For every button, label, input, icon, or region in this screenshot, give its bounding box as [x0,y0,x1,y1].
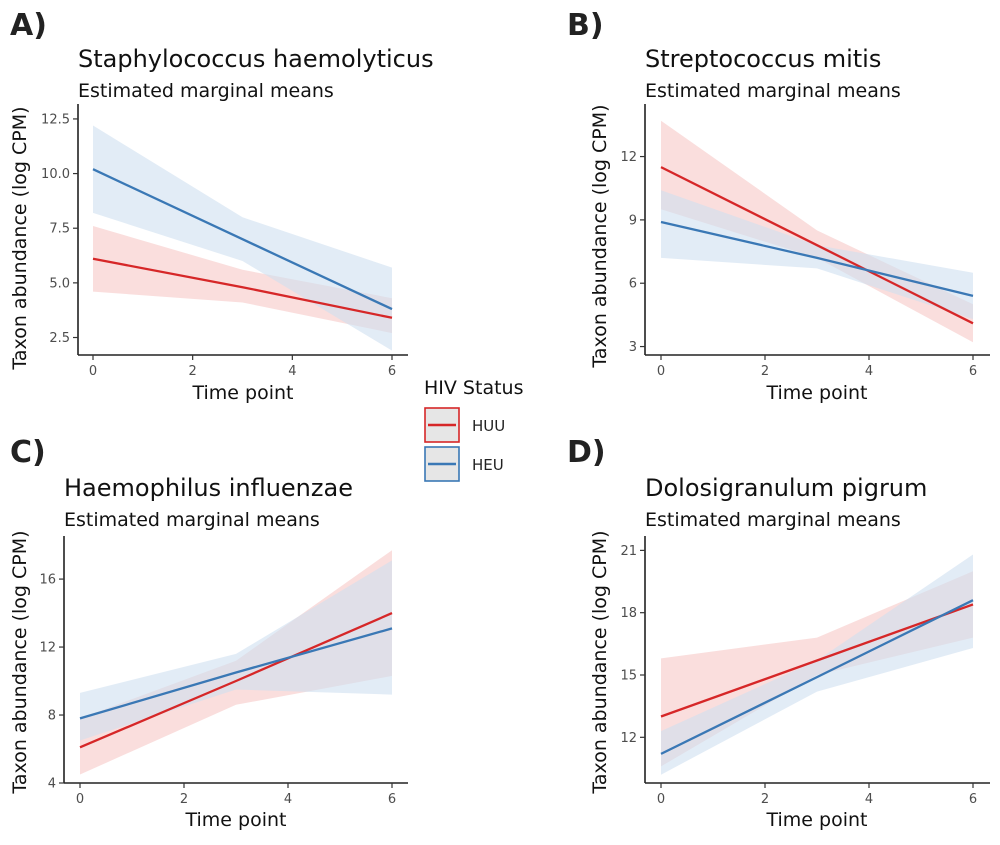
plot-area [660,120,974,343]
y-axis-label: Taxon abundance (log CPM) [9,106,31,370]
x-tick-label: 4 [284,792,292,807]
series-line-heu [660,220,974,298]
x-axis-label: Time point [766,382,868,404]
series-line-heu [92,168,393,311]
x-tick-label: 6 [388,792,396,807]
series-line-huu [92,257,393,319]
x-tick-label: 0 [76,792,84,807]
x-axis-label: Time point [185,809,287,831]
legend-item-heu: HEU [424,446,504,482]
series-line-heu [79,627,393,720]
chart-title: Dolosigranulum pigrum [645,474,927,502]
series-line-huu [79,612,393,749]
plot-area [79,550,393,775]
panel-a: A) Staphylococcus haemolyticus Estimated… [9,8,434,404]
series-line-huu [660,603,974,718]
chart-title: Streptococcus mitis [645,45,881,73]
y-tick-label: 15 [620,669,637,684]
x-tick-label: 6 [388,364,396,379]
series-line-huu [660,166,974,325]
legend: HIV Status HUU HEU [424,377,523,482]
series-line-heu [660,599,974,755]
y-tick-label: 16 [39,573,56,588]
x-tick-label: 0 [657,364,665,379]
legend-label-heu: HEU [472,456,504,474]
x-tick-label: 2 [761,792,769,807]
y-tick-label: 21 [620,544,637,559]
chart-subtitle: Estimated marginal means [645,80,901,102]
panel-c: C) Haemophilus influenzae Estimated marg… [9,435,408,831]
chart-title: Haemophilus influenzae [64,474,353,502]
x-tick-label: 0 [657,792,665,807]
panel-d: D) Dolosigranulum pigrum Estimated margi… [567,435,990,831]
y-tick-label: 12.5 [41,112,70,127]
x-tick-label: 2 [180,792,188,807]
chart-subtitle: Estimated marginal means [78,80,334,102]
y-tick-label: 7.5 [49,222,70,237]
y-tick-label: 12 [39,641,56,656]
x-tick-label: 2 [189,364,197,379]
y-tick-label: 12 [620,150,637,165]
panel-label: C) [10,435,46,470]
x-tick-label: 4 [288,364,296,379]
y-tick-label: 10.0 [41,167,70,182]
y-tick-label: 2.5 [49,331,70,346]
x-tick-label: 4 [865,364,873,379]
panel-label: A) [10,8,47,43]
ci-band-huu [93,226,392,334]
legend-label-huu: HUU [472,417,505,435]
panel-label: B) [567,8,604,43]
x-tick-label: 6 [969,364,977,379]
chart-subtitle: Estimated marginal means [64,509,320,531]
y-tick-label: 9 [629,213,637,228]
y-axis-label: Taxon abundance (log CPM) [9,530,31,794]
y-tick-label: 3 [629,340,637,355]
panel-label: D) [567,435,606,470]
legend-title: HIV Status [424,377,523,399]
x-tick-label: 0 [89,364,97,379]
chart-subtitle: Estimated marginal means [645,509,901,531]
x-tick-label: 6 [969,792,977,807]
y-axis-label: Taxon abundance (log CPM) [589,530,611,794]
y-tick-label: 4 [48,777,56,792]
y-tick-label: 5.0 [49,276,70,291]
plot-area [92,125,393,351]
y-tick-label: 8 [48,709,56,724]
legend-item-huu: HUU [424,407,505,443]
panel-b: B) Streptococcus mitis Estimated margina… [567,8,990,404]
chart-title: Staphylococcus haemolyticus [78,45,434,73]
x-axis-label: Time point [766,809,868,831]
y-tick-label: 6 [629,277,637,292]
y-tick-label: 12 [620,731,637,746]
ci-band-heu [661,190,973,320]
x-tick-label: 2 [761,364,769,379]
ci-band-heu [661,554,973,775]
x-axis-label: Time point [192,382,294,404]
y-tick-label: 18 [620,606,637,621]
y-axis-label: Taxon abundance (log CPM) [589,104,611,368]
x-tick-label: 4 [865,792,873,807]
plot-area [660,554,974,775]
